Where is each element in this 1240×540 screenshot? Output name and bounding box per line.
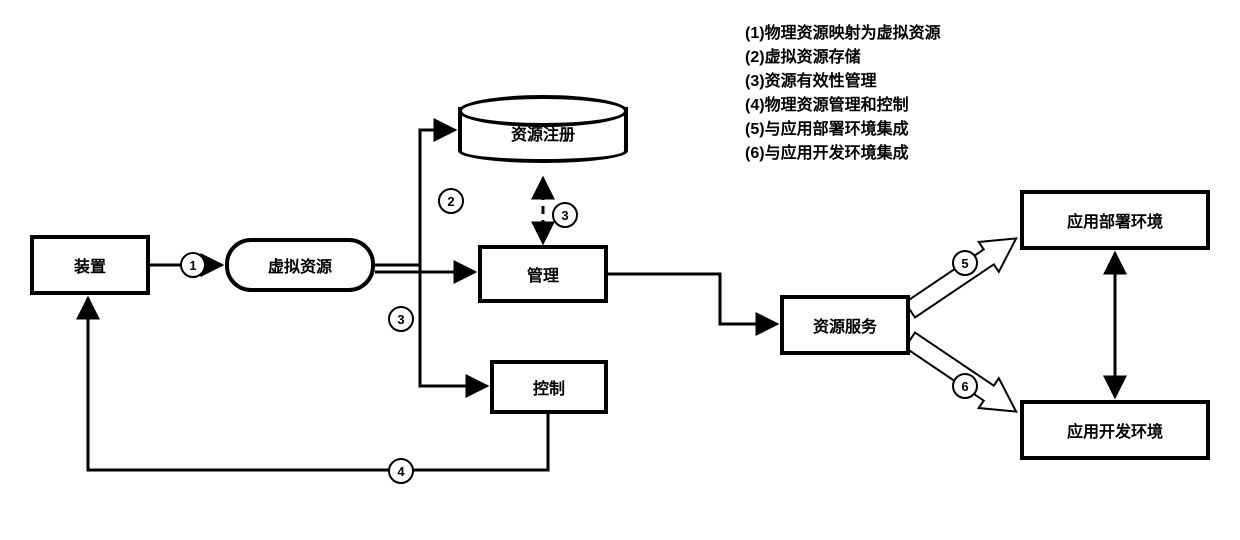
node-manage: 管理: [478, 245, 608, 303]
node-control-label: 控制: [533, 375, 565, 399]
edge-label-4: 4: [388, 458, 414, 484]
legend-item-2: (2)虚拟资源存储: [745, 46, 941, 70]
node-service: 资源服务: [780, 295, 910, 355]
legend: (1)物理资源映射为虚拟资源 (2)虚拟资源存储 (3)资源有效性管理 (4)物…: [745, 22, 941, 166]
edge-manage-service: [608, 274, 777, 324]
edge-label-3: 3: [552, 202, 578, 228]
edge-label-1: 1: [180, 252, 206, 278]
edge-label-3b: 3: [388, 306, 414, 332]
node-dev-env: 应用开发环境: [1020, 400, 1210, 460]
node-device: 装置: [30, 235, 150, 295]
legend-item-1: (1)物理资源映射为虚拟资源: [745, 22, 941, 46]
node-control: 控制: [490, 360, 608, 414]
edge-label-6: 6: [952, 373, 978, 399]
node-registry: 资源注册: [458, 95, 628, 175]
legend-item-5: (5)与应用部署环境集成: [745, 118, 941, 142]
legend-item-3: (3)资源有效性管理: [745, 70, 941, 94]
node-deploy-env-label: 应用部署环境: [1067, 208, 1163, 232]
edge-4: [88, 298, 548, 470]
legend-item-4: (4)物理资源管理和控制: [745, 94, 941, 118]
edge-label-2: 2: [438, 188, 464, 214]
legend-item-6: (6)与应用开发环境集成: [745, 142, 941, 166]
node-vresource: 虚拟资源: [225, 238, 375, 292]
node-dev-env-label: 应用开发环境: [1067, 418, 1163, 442]
node-manage-label: 管理: [527, 262, 559, 286]
node-service-label: 资源服务: [813, 313, 877, 337]
node-device-label: 装置: [74, 253, 106, 277]
node-deploy-env: 应用部署环境: [1020, 190, 1210, 250]
edge-label-5: 5: [952, 250, 978, 276]
node-vresource-label: 虚拟资源: [268, 253, 332, 277]
